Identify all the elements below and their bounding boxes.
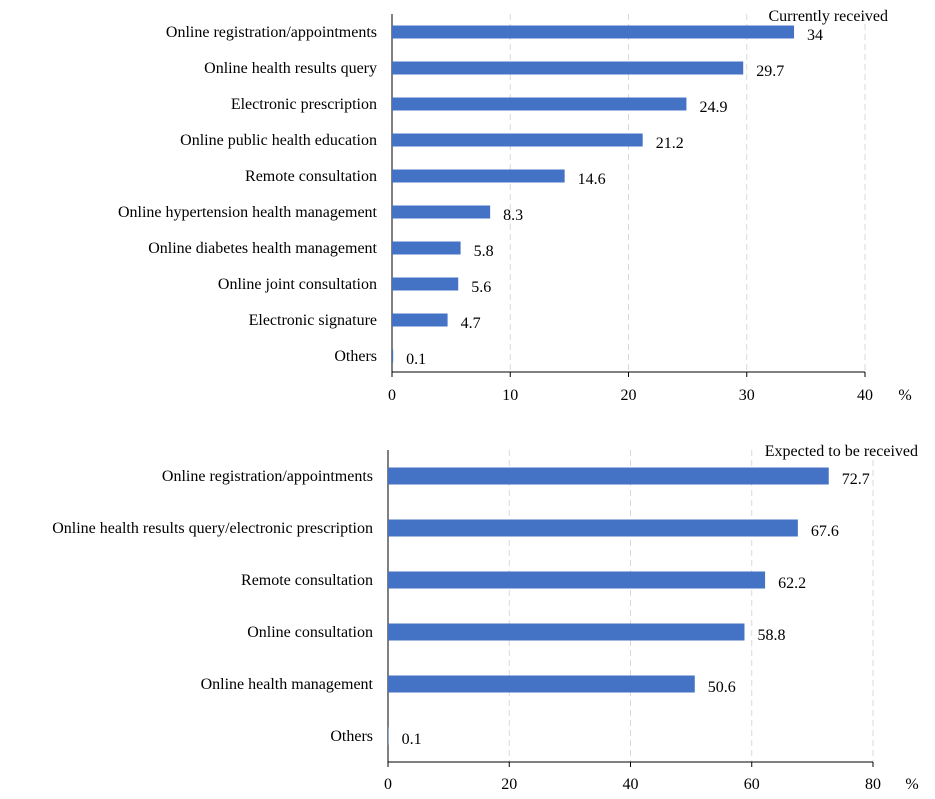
data-label: 0.1 — [402, 731, 422, 748]
chart-panel-1: 0 10 20 30 40 % Currently received Online regis… — [118, 8, 912, 404]
chart-panel-2: 0 20 40 60 80 % Expected to be received Online … — [52, 443, 918, 793]
data-label: 58.8 — [757, 627, 785, 644]
bar — [388, 727, 389, 745]
x-tick-label: 0 — [384, 776, 392, 793]
data-label: 0.1 — [406, 351, 426, 368]
category-label: Online public health education — [180, 132, 377, 149]
bar — [388, 623, 745, 641]
x-tick-label: 0 — [388, 387, 396, 404]
data-label: 72.7 — [842, 471, 870, 488]
category-label: Online diabetes health management — [148, 240, 377, 257]
data-label: 67.6 — [811, 523, 839, 540]
category-label: Electronic signature — [249, 312, 377, 329]
category-label: Remote consultation — [245, 168, 377, 185]
category-label: Online registration/appointments — [162, 468, 373, 485]
x-tick-label: 60 — [744, 776, 760, 793]
data-label: 14.6 — [578, 171, 606, 188]
category-label: Online hypertension health management — [118, 204, 378, 221]
category-label: Online consultation — [247, 624, 373, 641]
bar — [392, 277, 459, 291]
legend-label: Expected to be received — [765, 443, 918, 460]
legend-label: Currently received — [769, 8, 889, 25]
category-label: Others — [330, 728, 373, 745]
category-label: Electronic prescription — [231, 96, 377, 113]
bar — [388, 467, 829, 485]
data-label: 5.8 — [474, 243, 494, 260]
bar — [392, 169, 565, 183]
x-tick-label: 30 — [739, 387, 755, 404]
x-tick-label: 40 — [623, 776, 639, 793]
data-label: 62.2 — [778, 575, 806, 592]
bar — [388, 571, 766, 589]
bar — [388, 675, 695, 693]
x-axis-unit-label: % — [898, 387, 911, 404]
x-axis-unit-label: % — [905, 776, 918, 793]
x-tick-label: 40 — [857, 387, 873, 404]
bar — [392, 241, 461, 255]
bar — [392, 133, 643, 147]
category-label: Online health results query/electronic p… — [52, 520, 373, 537]
category-label: Online health management — [201, 676, 374, 693]
bar — [392, 313, 448, 327]
category-label: Online registration/appointments — [166, 24, 377, 41]
data-label: 4.7 — [461, 315, 481, 332]
data-label: 50.6 — [708, 679, 736, 696]
data-label: 24.9 — [699, 99, 727, 116]
bar — [392, 61, 744, 75]
x-tick-label: 20 — [501, 776, 517, 793]
category-label: Others — [334, 348, 377, 365]
category-label: Remote consultation — [241, 572, 373, 589]
category-label: Online health results query — [204, 60, 377, 77]
bar — [392, 25, 795, 39]
x-tick-label: 10 — [502, 387, 518, 404]
data-label: 29.7 — [756, 63, 784, 80]
x-tick-label: 20 — [621, 387, 637, 404]
x-tick-label: 80 — [865, 776, 881, 793]
data-label: 21.2 — [656, 135, 684, 152]
data-label: 34 — [807, 27, 823, 44]
data-label: 5.6 — [471, 279, 491, 296]
bar — [388, 519, 798, 537]
data-label: 8.3 — [503, 207, 523, 224]
category-label: Online joint consultation — [218, 276, 377, 293]
bar — [392, 205, 491, 219]
bar — [392, 97, 687, 111]
bar — [392, 349, 394, 363]
